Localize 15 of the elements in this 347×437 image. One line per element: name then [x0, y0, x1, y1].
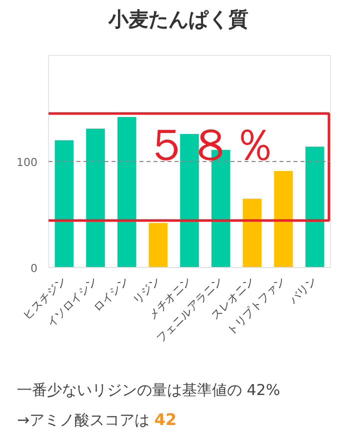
bar: [148, 222, 168, 268]
text: →アミノ酸スコアは: [17, 411, 150, 430]
chart-title: 小麦たんぱく質: [107, 6, 250, 33]
bar: [305, 146, 324, 268]
text: 一番少ないリジンの量は基準値の 42%: [17, 380, 282, 401]
y-tick-label: 100: [16, 156, 38, 169]
bar: [86, 128, 105, 268]
bar: [274, 171, 293, 268]
x-tick-label: バリン: [286, 274, 320, 308]
bar: [242, 198, 262, 268]
y-tick-label: 0: [30, 262, 38, 275]
bar: [180, 134, 199, 268]
text: 42: [154, 410, 177, 430]
bar: [117, 116, 136, 268]
bar: [54, 140, 74, 268]
